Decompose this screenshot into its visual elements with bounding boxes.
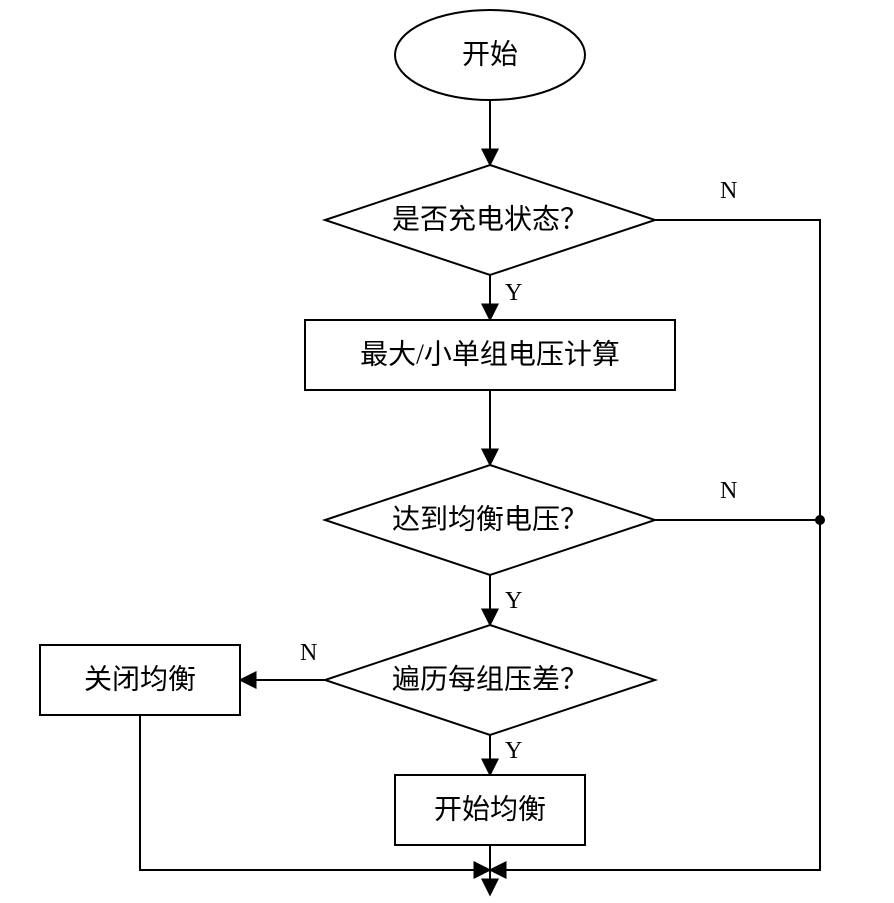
svg-text:是否充电状态？: 是否充电状态？ [392, 204, 588, 236]
edge-label: Y [505, 588, 522, 614]
node-p1: 最大/小单组电压计算 [305, 320, 675, 390]
edge-label: Y [505, 280, 522, 306]
edge-label: N [720, 478, 737, 504]
edge-label: N [720, 178, 737, 204]
node-start: 开始 [395, 10, 585, 100]
svg-text:开始均衡: 开始均衡 [434, 794, 546, 826]
svg-text:最大/小单组电压计算: 最大/小单组电压计算 [360, 339, 620, 371]
edge-label: Y [505, 738, 522, 764]
svg-text:开始: 开始 [462, 39, 518, 71]
svg-text:遍历每组压差？: 遍历每组压差？ [392, 664, 588, 696]
node-p2: 关闭均衡 [40, 645, 240, 715]
node-p3: 开始均衡 [395, 775, 585, 845]
svg-text:关闭均衡: 关闭均衡 [84, 664, 196, 696]
node-d1: 是否充电状态？ [325, 165, 655, 275]
edge-label: N [300, 640, 317, 666]
node-d3: 遍历每组压差？ [325, 625, 655, 735]
node-d2: 达到均衡电压？ [325, 465, 655, 575]
svg-text:达到均衡电压？: 达到均衡电压？ [392, 504, 588, 536]
